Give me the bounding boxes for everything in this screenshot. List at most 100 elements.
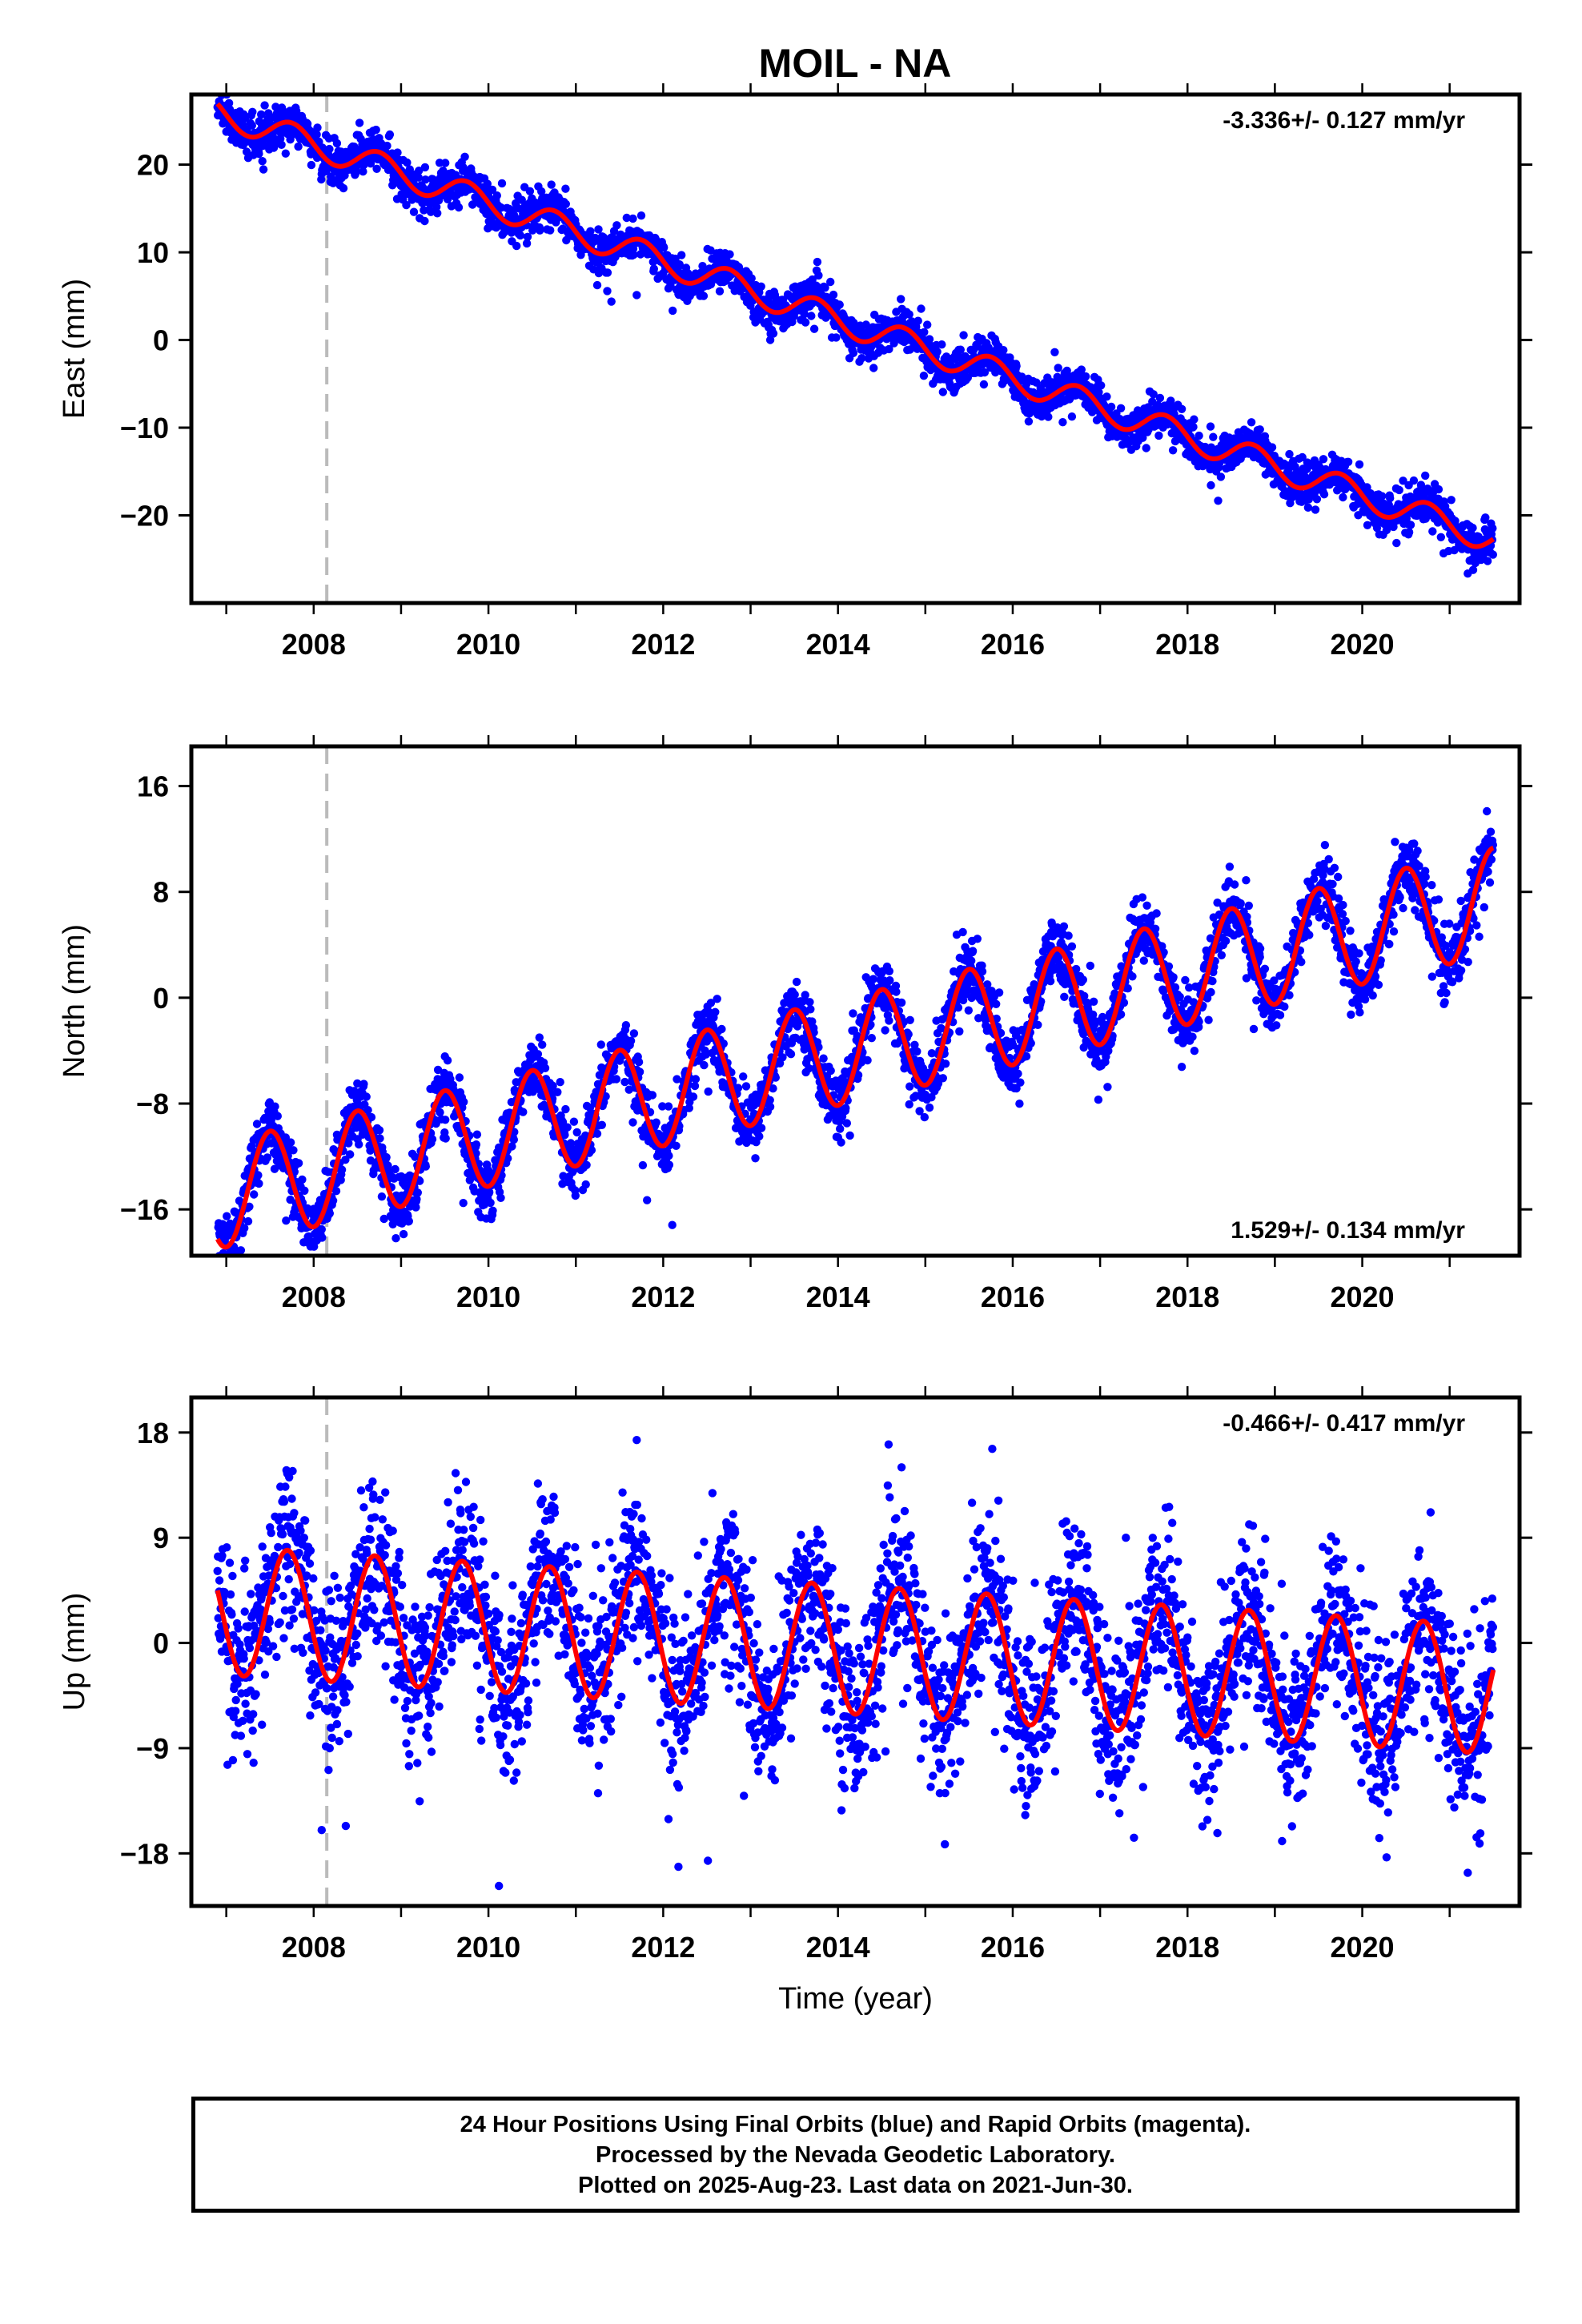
data-point <box>415 167 424 175</box>
data-point <box>486 1198 495 1208</box>
data-point <box>1168 446 1178 455</box>
data-point <box>800 309 809 319</box>
data-point <box>711 1007 720 1017</box>
data-point <box>522 239 532 248</box>
data-point <box>689 1092 698 1101</box>
data-point <box>790 990 799 999</box>
x-tick-label: 2012 <box>631 628 695 661</box>
data-point <box>325 144 334 154</box>
y-tick-label: 10 <box>137 236 169 269</box>
panels: 2008 2010 2012 2014 2016 2018 2020−20−1001020E… <box>58 83 1532 2016</box>
data-point <box>224 99 234 107</box>
data-point <box>826 277 835 287</box>
y-tick-label: 0 <box>153 324 169 357</box>
data-point <box>569 1117 579 1126</box>
data-point <box>255 149 263 159</box>
data-point <box>905 345 914 354</box>
data-point <box>247 121 256 130</box>
data-point <box>747 274 756 283</box>
data-point <box>849 348 858 357</box>
data-point <box>331 1187 341 1196</box>
data-point <box>313 123 322 132</box>
data-point <box>717 1024 726 1034</box>
final-orbit-points <box>213 94 1498 578</box>
data-point <box>332 139 342 148</box>
data-point <box>421 1162 430 1171</box>
data-point <box>1155 393 1165 403</box>
data-point <box>959 331 968 340</box>
data-point <box>443 1056 452 1065</box>
data-point <box>920 328 929 336</box>
data-point <box>832 333 841 342</box>
data-point <box>488 1206 497 1216</box>
data-point <box>260 101 269 110</box>
data-point <box>835 300 844 309</box>
data-point <box>371 125 380 135</box>
data-point <box>362 1092 371 1101</box>
data-point <box>553 1088 562 1097</box>
data-point <box>1468 524 1477 533</box>
y-tick-label: −10 <box>120 412 169 444</box>
data-point <box>648 1091 657 1100</box>
data-point <box>792 977 801 987</box>
data-point <box>1116 404 1126 412</box>
data-point <box>300 1186 309 1196</box>
data-point <box>769 329 778 338</box>
data-point <box>628 214 637 223</box>
data-point <box>917 304 926 313</box>
data-point <box>1339 493 1347 502</box>
data-point <box>535 1033 544 1042</box>
data-point <box>669 306 677 316</box>
data-point <box>897 295 905 304</box>
data-point <box>665 1152 673 1160</box>
data-point <box>857 354 866 363</box>
data-point <box>346 1150 355 1159</box>
data-point <box>1428 527 1437 536</box>
data-point <box>472 1140 481 1149</box>
data-point <box>813 257 822 267</box>
data-point <box>1044 412 1053 421</box>
data-point <box>318 1233 327 1242</box>
x-tick-label: 2018 <box>1155 628 1219 661</box>
data-point <box>399 1229 408 1239</box>
data-point <box>1392 538 1401 548</box>
data-point <box>643 1196 652 1204</box>
data-point <box>377 1192 387 1201</box>
data-point <box>664 1102 673 1111</box>
data-point <box>1319 455 1328 464</box>
data-point <box>273 1112 282 1120</box>
data-point <box>1102 392 1111 401</box>
data-point <box>597 1120 606 1130</box>
data-point <box>312 130 321 139</box>
data-point <box>460 152 469 161</box>
data-point <box>337 1165 347 1174</box>
data-point <box>1247 418 1256 427</box>
data-point <box>1067 412 1077 421</box>
data-point <box>938 388 948 396</box>
data-point <box>1209 432 1218 441</box>
data-point <box>432 203 441 211</box>
data-point <box>801 318 810 327</box>
data-point <box>426 207 436 216</box>
data-point <box>1488 550 1498 559</box>
data-point <box>459 1199 468 1208</box>
data-point <box>433 209 442 218</box>
data-point <box>277 140 286 149</box>
data-point <box>1024 417 1034 426</box>
data-point <box>607 297 616 306</box>
data-point <box>1206 422 1215 431</box>
data-point <box>956 345 966 354</box>
data-point <box>913 316 922 325</box>
data-point <box>509 1135 518 1144</box>
data-point <box>1058 418 1067 427</box>
data-point <box>428 1135 437 1144</box>
data-point <box>355 119 364 127</box>
data-point <box>1355 460 1364 469</box>
data-point <box>421 175 430 184</box>
data-point <box>581 1180 590 1189</box>
data-point <box>519 1108 528 1116</box>
data-point <box>420 216 429 226</box>
data-point <box>243 1216 253 1226</box>
data-point <box>307 160 316 170</box>
data-point <box>938 340 946 349</box>
